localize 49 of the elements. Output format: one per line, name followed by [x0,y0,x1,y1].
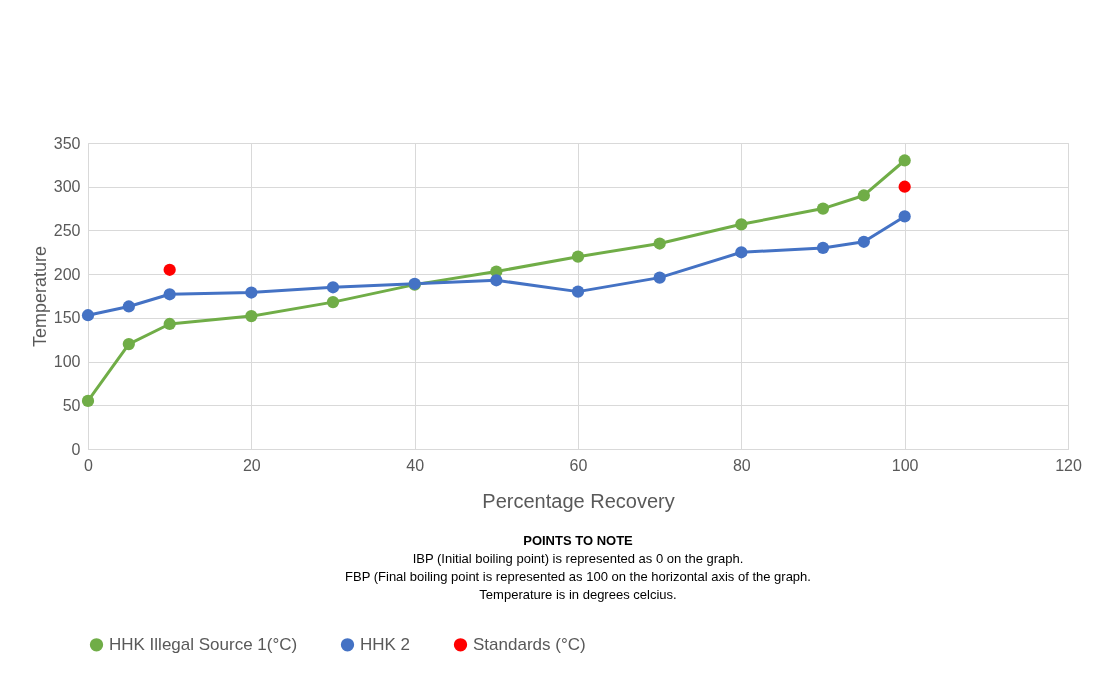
point [490,274,503,287]
point [816,202,830,215]
point [898,154,911,167]
legend-label: HHK Illegal Source 1(°C) [109,634,298,654]
y-tick-label: 350 [53,134,81,152]
y-tick-label: 200 [53,265,81,283]
text: POINTS TO NOTE [522,532,634,550]
y-tick-label: 50 [62,396,81,414]
x-tick-label: 60 [569,456,588,474]
point [163,263,176,276]
point [326,296,340,309]
x-tick-label: 40 [406,456,425,474]
point [163,288,176,301]
legend-label: HHK 2 [360,634,411,654]
point [653,271,666,284]
y-tick-label: 150 [53,309,81,327]
text: IBP (Initial boiling point) is represented as 0 on the graph. [411,550,745,568]
point [122,300,135,313]
point [571,250,585,263]
text: FBP (Final boiling point is represented as 100 on the horizontal axis of the graph. [344,568,812,586]
x-tick-label: 0 [84,456,94,474]
y-tick-label: 250 [53,221,81,239]
x-tick-label: 20 [242,456,261,474]
y-tick-label: 100 [53,353,81,371]
x-axis-title: Percentage Recovery [482,489,675,512]
point [81,394,95,408]
point [245,286,258,299]
y-tick-label: 300 [53,178,81,196]
point [245,310,258,323]
point [653,237,666,250]
point [898,210,911,223]
point [122,337,135,351]
point [81,309,95,322]
y-axis-title: Temperature [29,245,50,348]
y-tick-label: 0 [71,440,81,458]
legend-label: Standards (°C) [473,634,586,654]
point [735,246,748,259]
x-tick-label: 100 [891,456,919,474]
point [857,189,870,202]
text: Temperature is in degrees celcius. [478,586,678,604]
point [735,218,748,231]
x-tick-label: 80 [732,456,751,474]
x-tick-label: 120 [1055,456,1082,474]
point [857,235,870,248]
point [816,241,830,255]
point [326,281,340,294]
point [163,317,176,331]
point [571,285,585,298]
point [898,180,911,193]
